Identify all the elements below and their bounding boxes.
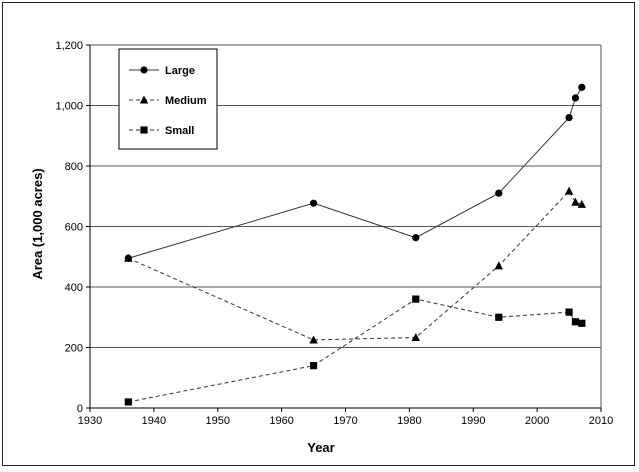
data-point-small: [495, 313, 503, 321]
data-point-medium: [494, 261, 503, 270]
x-tick-label: 2000: [525, 415, 549, 427]
data-point-large: [495, 189, 503, 197]
x-tick-label: 1980: [397, 415, 421, 427]
data-point-small: [412, 295, 420, 303]
x-tick-label: 1960: [269, 415, 293, 427]
y-tick-label: 0: [77, 403, 83, 415]
data-point-large: [565, 114, 573, 122]
y-axis-title: Area (1,000 acres): [30, 168, 45, 279]
legend-marker-large: [140, 66, 148, 74]
data-point-large: [578, 83, 586, 91]
y-tick-label: 200: [65, 343, 83, 355]
x-tick-label: 1930: [78, 415, 102, 427]
data-point-medium: [411, 333, 420, 342]
series-line-small: [128, 298, 582, 403]
x-axis-title: Year: [307, 440, 334, 455]
series-large: [124, 83, 586, 262]
data-point-large: [571, 94, 580, 102]
y-tick-label: 1,200: [55, 40, 83, 52]
data-point-small: [124, 398, 132, 406]
chart-frame: 0 200 400 600 800 1,000 1,200 1930 1940 1950 1960 1…: [2, 2, 635, 466]
x-tick-label: 2010: [589, 415, 613, 427]
y-tick-label: 1,000: [55, 101, 83, 113]
series-medium: [124, 186, 587, 344]
x-tick-label: 1940: [142, 415, 166, 427]
y-tick-label: 600: [65, 222, 83, 234]
y-tick-label: 400: [65, 282, 83, 294]
x-tick-label: 1950: [206, 415, 230, 427]
axes: [86, 44, 602, 412]
legend-label-large: Large: [165, 65, 195, 77]
legend-box: [118, 48, 218, 150]
data-point-medium: [571, 197, 580, 206]
line-chart: 0 200 400 600 800 1,000 1,200 1930 1940 1950 1960 1…: [30, 40, 613, 455]
data-point-small: [571, 318, 580, 326]
data-point-small: [309, 362, 318, 370]
data-point-large: [412, 234, 420, 242]
legend-label-small: Small: [165, 125, 194, 137]
data-point-small: [578, 319, 586, 327]
legend: Large Medium Small: [118, 48, 218, 150]
legend-marker-medium: [139, 95, 149, 104]
series-line-medium: [128, 190, 582, 341]
legend-marker-small: [140, 126, 148, 134]
y-tick-label: 800: [65, 161, 83, 173]
data-point-medium: [124, 253, 133, 262]
data-point-medium: [577, 199, 587, 208]
data-point-medium: [309, 335, 318, 344]
data-point-large: [309, 199, 318, 207]
series-lines: [124, 83, 587, 406]
data-point-small: [565, 308, 573, 316]
x-tick-label: 1990: [461, 415, 485, 427]
series-small: [124, 295, 586, 406]
x-tick-label: 1970: [333, 415, 357, 427]
tick-labels: 0 200 400 600 800 1,000 1,200 1930 1940 1950 1960 1…: [55, 40, 613, 427]
legend-label-medium: Medium: [165, 95, 207, 107]
data-point-medium: [564, 186, 574, 195]
